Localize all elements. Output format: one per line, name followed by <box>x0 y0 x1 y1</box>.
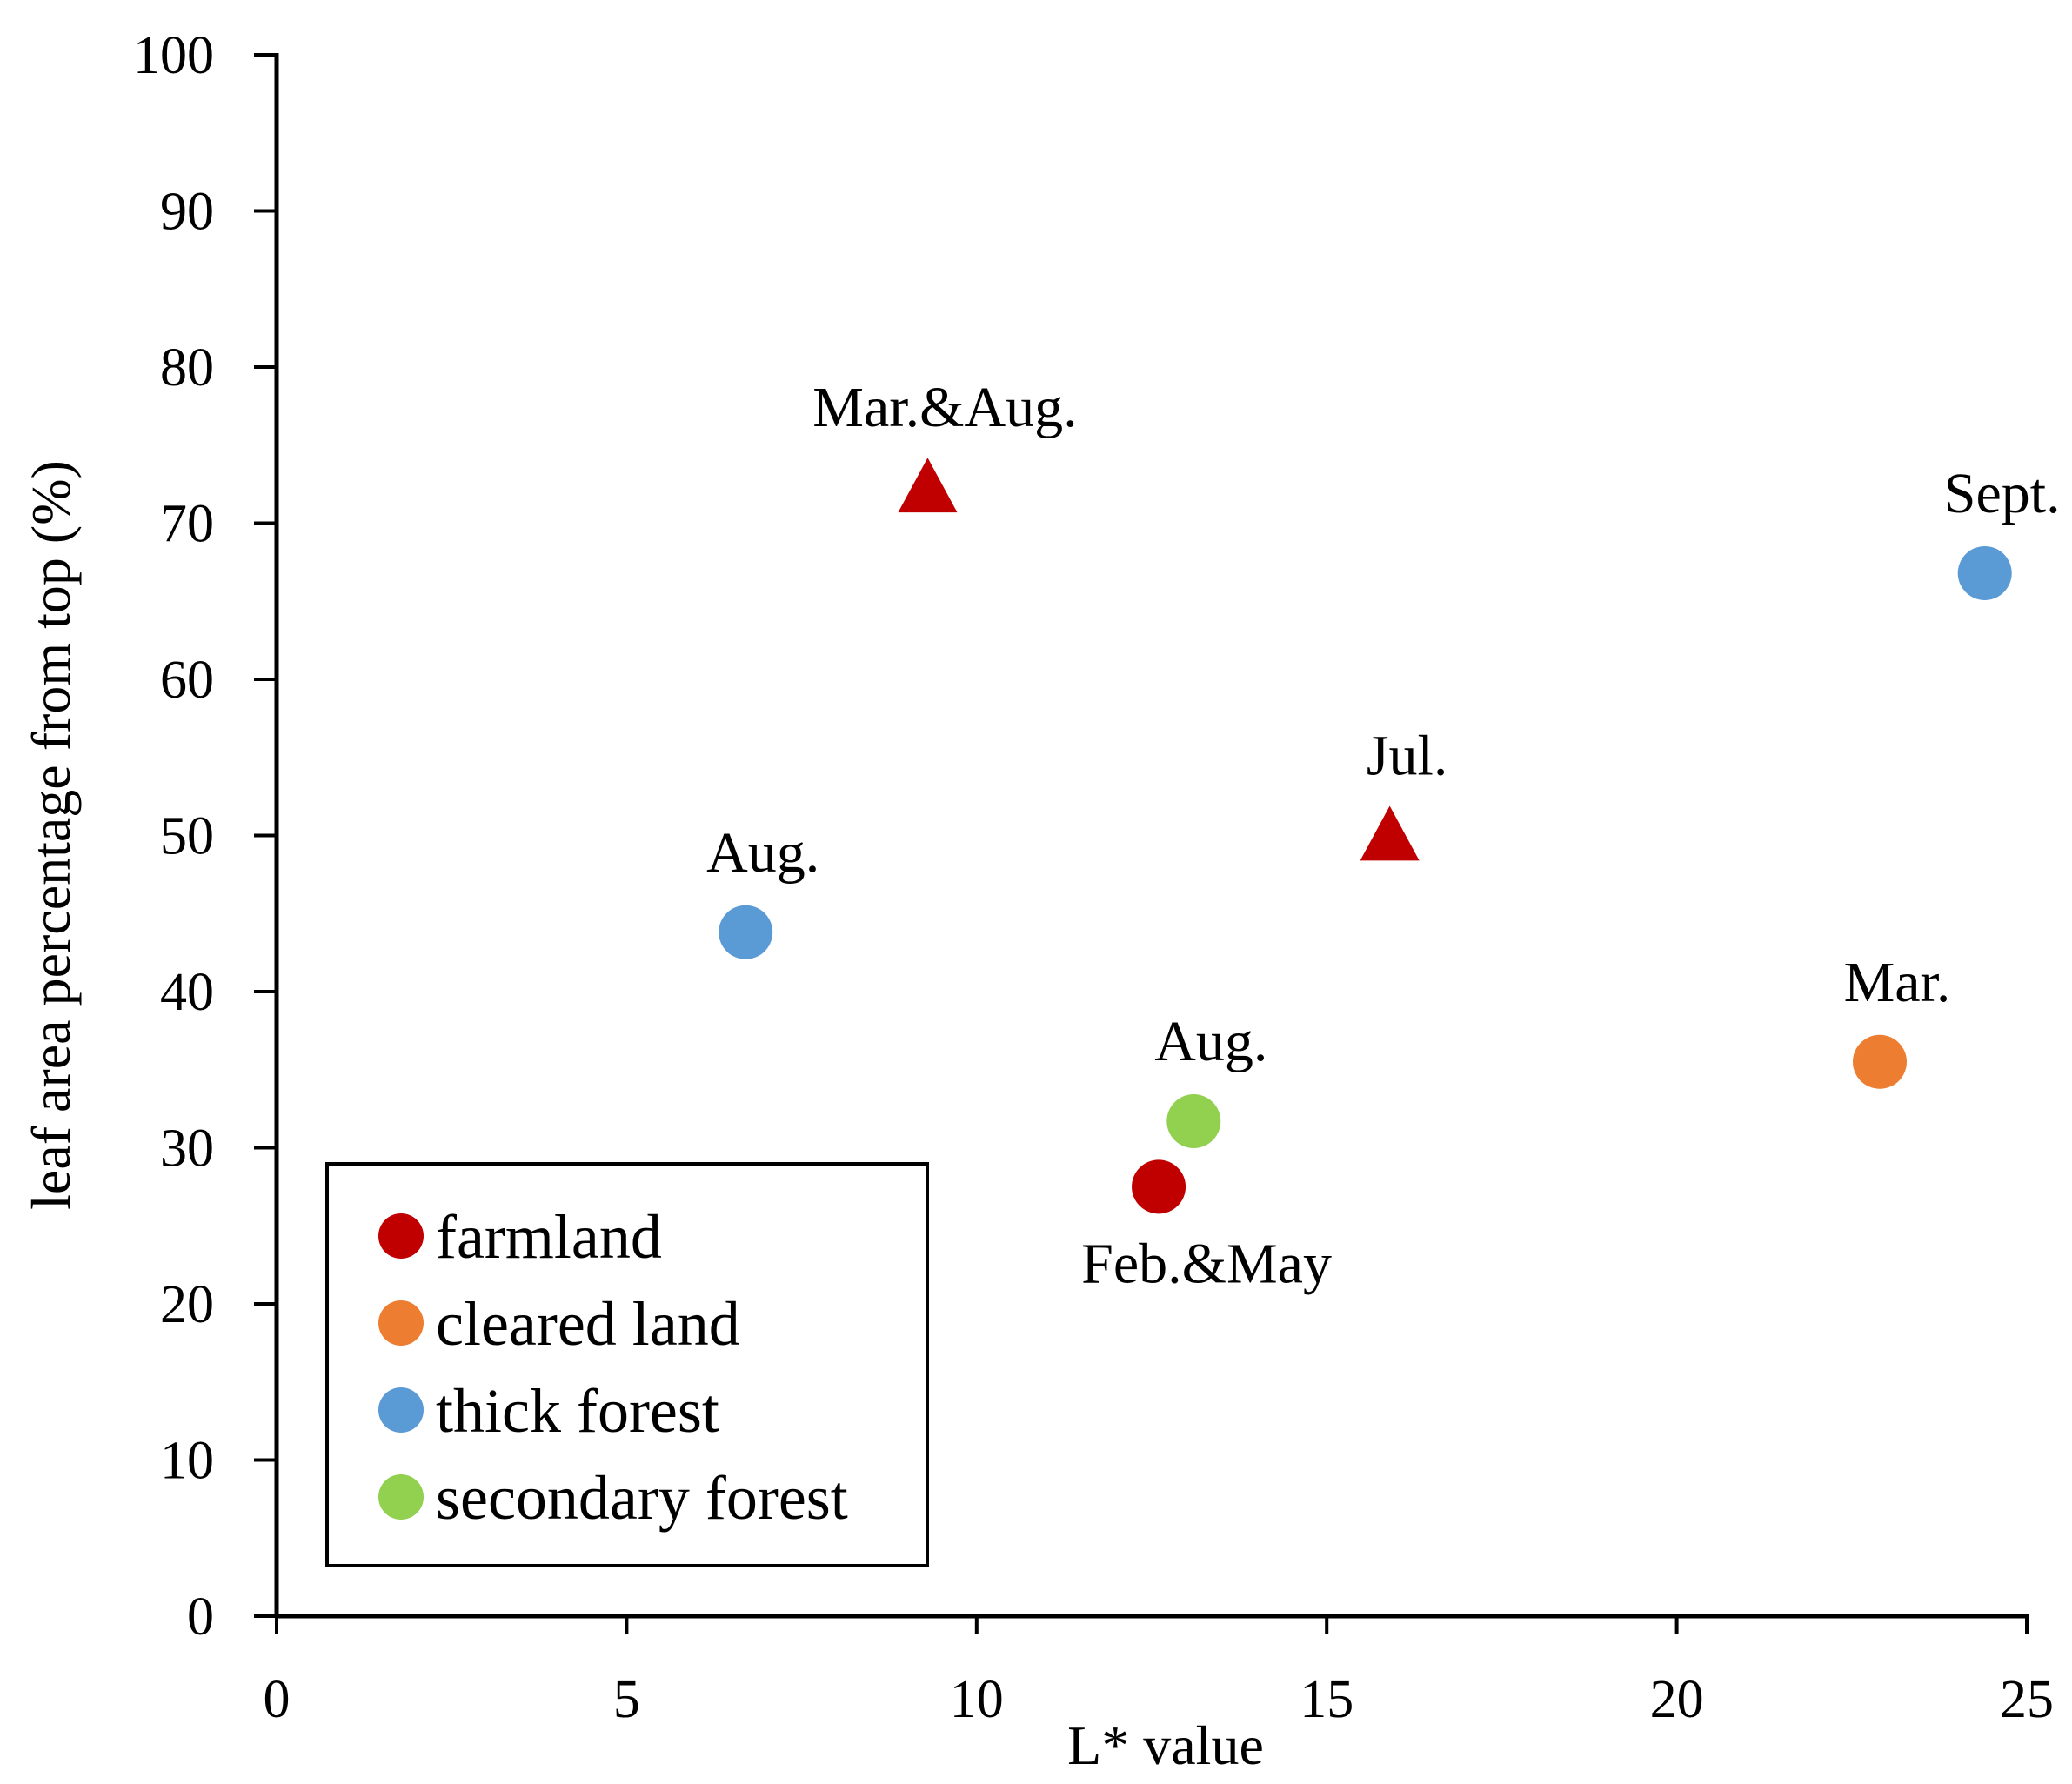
legend-marker <box>378 1387 424 1433</box>
data-point-circle <box>1166 1093 1221 1148</box>
x-tick-label: 5 <box>613 1670 640 1729</box>
y-tick-label: 80 <box>160 338 214 398</box>
y-tick-label: 50 <box>160 807 214 866</box>
data-point-circle <box>1957 545 2012 600</box>
y-tick-label: 90 <box>160 183 214 242</box>
legend-box <box>325 1162 929 1567</box>
y-tick-label: 40 <box>160 963 214 1022</box>
y-tick-label: 100 <box>133 26 214 85</box>
x-tick-label: 0 <box>264 1670 291 1729</box>
y-tick-label: 70 <box>160 495 214 554</box>
data-point-label: Aug. <box>706 821 819 885</box>
x-tick-label: 25 <box>2000 1670 2054 1729</box>
y-axis-title: leaf area percentage from top (%) <box>20 460 82 1210</box>
data-point-label: Jul. <box>1367 725 1448 788</box>
legend: farmland cleared land thick forest secondar… <box>325 1162 929 1567</box>
legend-label: thick forest <box>436 1376 719 1446</box>
legend-marker <box>378 1474 424 1520</box>
data-point-triangle <box>898 458 958 513</box>
x-tick-label: 10 <box>950 1670 1004 1729</box>
x-tick-label: 20 <box>1650 1670 1704 1729</box>
y-tick-label: 10 <box>160 1432 214 1491</box>
y-tick-label: 0 <box>187 1587 214 1647</box>
x-axis-title: L* value <box>1067 1714 1264 1776</box>
legend-label: cleared land <box>436 1289 740 1359</box>
y-tick-label: 30 <box>160 1119 214 1179</box>
legend-items: farmland cleared land thick forest secondar… <box>378 1202 848 1533</box>
axis-ticks: 0 10 20 30 40 50 60 70 80 90 100 0 5 10 15 20 25 <box>133 26 2054 1729</box>
point-labels: Mar.&Aug. Jul. Feb.&May Mar. Aug. Sept. Aug. <box>706 376 2061 1295</box>
data-point-label: Aug. <box>1154 1010 1267 1073</box>
y-tick-label: 60 <box>160 651 214 710</box>
data-point-label: Sept. <box>1944 462 2061 525</box>
legend-label: farmland <box>436 1202 662 1272</box>
data-point-triangle <box>1360 805 1420 861</box>
legend-marker <box>378 1300 424 1346</box>
data-point-circle <box>1132 1159 1186 1214</box>
y-tick-label: 20 <box>160 1275 214 1334</box>
data-point-circle <box>719 905 773 959</box>
data-point-circle <box>1852 1034 1907 1089</box>
data-point-label: Mar. <box>1844 951 1951 1014</box>
x-tick-label: 15 <box>1300 1670 1353 1729</box>
legend-label: secondary forest <box>436 1463 848 1533</box>
data-point-label: Mar.&Aug. <box>812 376 1077 439</box>
data-points <box>719 458 2012 1214</box>
legend-marker <box>378 1213 424 1259</box>
data-point-label: Feb.&May <box>1081 1232 1332 1295</box>
